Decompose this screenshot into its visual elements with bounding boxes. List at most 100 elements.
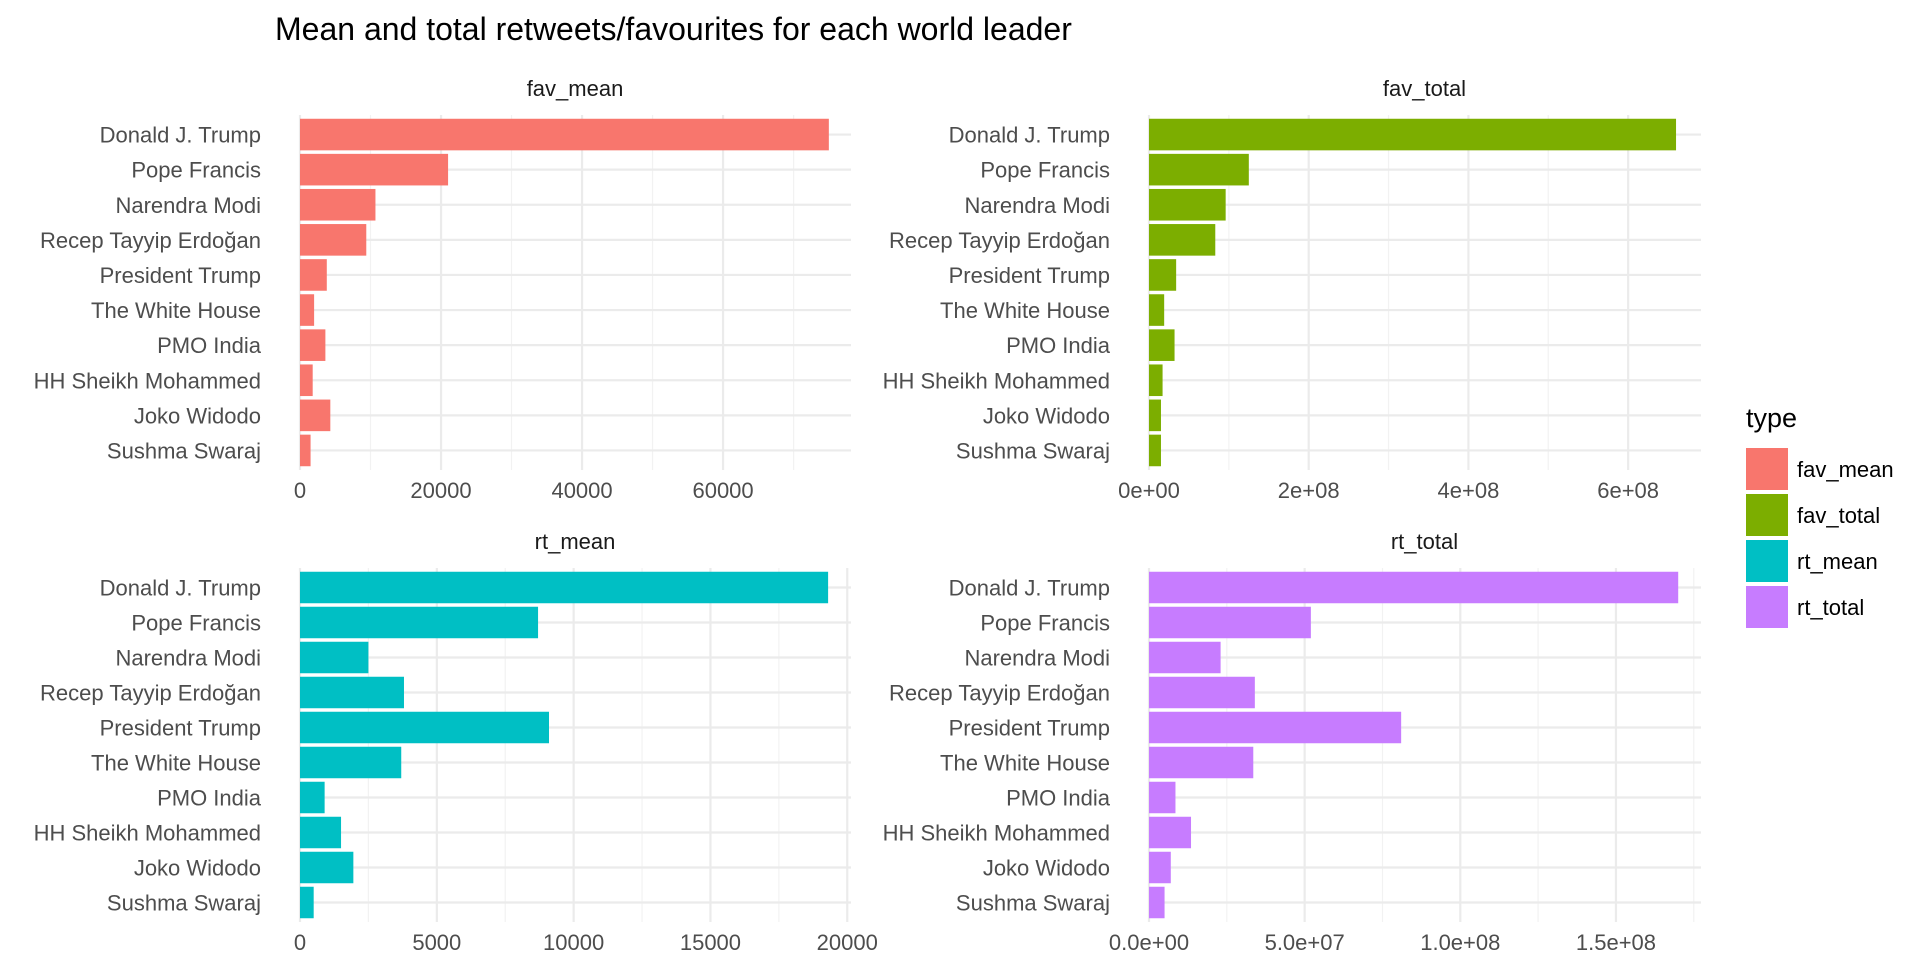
y-tick-label: Narendra Modi xyxy=(115,646,261,671)
y-tick-label: Joko Widodo xyxy=(983,856,1110,881)
y-tick-label: PMO India xyxy=(1006,786,1111,811)
bar-fav_total-3 xyxy=(1149,224,1216,256)
x-tick-label: 20000 xyxy=(410,478,471,503)
bar-fav_mean-7 xyxy=(300,364,313,397)
y-tick-label: Sushma Swaraj xyxy=(956,438,1110,463)
bar-rt_total-4 xyxy=(1149,711,1402,744)
bar-fav_mean-6 xyxy=(300,329,326,361)
bar-fav_total-0 xyxy=(1149,118,1677,151)
legend-label: fav_mean xyxy=(1797,457,1894,482)
y-tick-label: HH Sheikh Mohammed xyxy=(34,368,261,393)
y-tick-label: Recep Tayyip Erdoğan xyxy=(889,681,1110,706)
y-tick-label: Narendra Modi xyxy=(115,193,261,218)
y-tick-label: The White House xyxy=(91,751,261,776)
y-tick-label: Joko Widodo xyxy=(134,403,261,428)
y-tick-label: Recep Tayyip Erdoğan xyxy=(40,681,261,706)
bar-fav_total-4 xyxy=(1149,259,1177,291)
bar-fav_total-1 xyxy=(1149,153,1249,186)
bar-rt_mean-0 xyxy=(300,571,829,604)
y-tick-label: Recep Tayyip Erdoğan xyxy=(40,228,261,253)
bar-rt_mean-4 xyxy=(300,711,550,744)
bar-rt_mean-1 xyxy=(300,606,539,639)
bar-rt_total-0 xyxy=(1149,571,1679,604)
x-tick-label: 4e+08 xyxy=(1438,478,1500,503)
y-tick-label: President Trump xyxy=(949,716,1110,741)
y-tick-label: Donald J. Trump xyxy=(949,123,1110,148)
bar-rt_total-1 xyxy=(1149,606,1311,639)
panel-rt_total: Donald J. Trump Pope Francis Narendra Modi… xyxy=(883,529,1701,955)
facet-strip-label: rt_total xyxy=(1391,529,1458,554)
legend-swatch-fav_total xyxy=(1746,494,1788,536)
y-tick-label: Sushma Swaraj xyxy=(956,891,1110,916)
x-tick-label: 2e+08 xyxy=(1278,478,1340,503)
y-tick-label: President Trump xyxy=(100,263,261,288)
x-tick-label: 20000 xyxy=(817,930,878,955)
y-tick-label: Pope Francis xyxy=(980,611,1110,636)
panel-fav_total: Donald J. Trump Pope Francis Narendra Modi… xyxy=(883,76,1701,503)
bar-fav_mean-2 xyxy=(300,188,376,221)
bar-rt_total-2 xyxy=(1149,641,1221,674)
bar-rt_mean-2 xyxy=(300,641,369,674)
bar-rt_mean-9 xyxy=(300,886,314,919)
facet-strip-label: fav_total xyxy=(1383,76,1466,101)
y-tick-label: HH Sheikh Mohammed xyxy=(34,821,261,846)
chart-title: Mean and total retweets/favourites for e… xyxy=(275,11,1072,47)
bar-rt_total-3 xyxy=(1149,676,1255,709)
bar-fav_total-5 xyxy=(1149,294,1165,326)
legend-swatch-fav_mean xyxy=(1746,448,1788,490)
y-tick-label: Sushma Swaraj xyxy=(107,438,261,463)
y-tick-label: HH Sheikh Mohammed xyxy=(883,821,1110,846)
bar-fav_total-6 xyxy=(1149,329,1175,361)
y-tick-label: The White House xyxy=(940,298,1110,323)
x-tick-label: 10000 xyxy=(543,930,604,955)
bar-fav_total-2 xyxy=(1149,188,1226,221)
bar-fav_mean-5 xyxy=(300,294,315,326)
bar-fav_mean-3 xyxy=(300,224,367,256)
y-tick-label: Pope Francis xyxy=(980,158,1110,183)
facet-strip-label: fav_mean xyxy=(527,76,624,101)
legend: type fav_mean fav_total rt_mean rt_total xyxy=(1746,403,1894,628)
y-tick-label: The White House xyxy=(91,298,261,323)
x-tick-label: 0e+00 xyxy=(1118,478,1180,503)
y-tick-label: PMO India xyxy=(1006,333,1111,358)
x-tick-label: 1.5e+08 xyxy=(1576,930,1656,955)
y-tick-label: HH Sheikh Mohammed xyxy=(883,368,1110,393)
y-tick-label: Joko Widodo xyxy=(983,403,1110,428)
bar-fav_mean-8 xyxy=(300,399,331,432)
legend-label: fav_total xyxy=(1797,503,1880,528)
bar-rt_total-6 xyxy=(1149,781,1176,814)
x-tick-label: 5000 xyxy=(412,930,461,955)
bar-fav_total-7 xyxy=(1149,364,1163,397)
x-tick-label: 60000 xyxy=(692,478,753,503)
x-tick-label: 1.0e+08 xyxy=(1420,930,1500,955)
bar-fav_total-8 xyxy=(1149,399,1161,432)
bar-rt_mean-5 xyxy=(300,746,402,779)
y-tick-label: President Trump xyxy=(100,716,261,741)
x-tick-label: 6e+08 xyxy=(1597,478,1659,503)
bar-fav_mean-9 xyxy=(300,434,311,467)
panels-group: Donald J. Trump Pope Francis Narendra Modi… xyxy=(34,76,1701,955)
bar-fav_total-9 xyxy=(1149,434,1161,467)
y-tick-label: PMO India xyxy=(157,786,262,811)
panel-rt_mean: Donald J. Trump Pope Francis Narendra Modi… xyxy=(34,529,878,955)
bar-rt_mean-7 xyxy=(300,816,342,849)
bar-rt_mean-3 xyxy=(300,676,404,709)
legend-swatch-rt_total xyxy=(1746,586,1788,628)
legend-title: type xyxy=(1746,403,1797,433)
y-tick-label: Joko Widodo xyxy=(134,856,261,881)
bar-fav_mean-1 xyxy=(300,153,449,186)
x-tick-label: 5.0e+07 xyxy=(1265,930,1345,955)
y-tick-label: Narendra Modi xyxy=(964,193,1110,218)
y-tick-label: Donald J. Trump xyxy=(100,123,261,148)
x-tick-label: 0 xyxy=(294,478,306,503)
legend-label: rt_total xyxy=(1797,595,1864,620)
bar-rt_total-8 xyxy=(1149,851,1171,884)
bar-rt_total-5 xyxy=(1149,746,1254,779)
bar-fav_mean-4 xyxy=(300,259,327,291)
y-tick-label: President Trump xyxy=(949,263,1110,288)
panel-fav_mean: Donald J. Trump Pope Francis Narendra Modi… xyxy=(34,76,851,503)
y-tick-label: The White House xyxy=(940,751,1110,776)
y-tick-label: Donald J. Trump xyxy=(949,576,1110,601)
bar-fav_mean-0 xyxy=(300,118,829,151)
y-tick-label: Recep Tayyip Erdoğan xyxy=(889,228,1110,253)
